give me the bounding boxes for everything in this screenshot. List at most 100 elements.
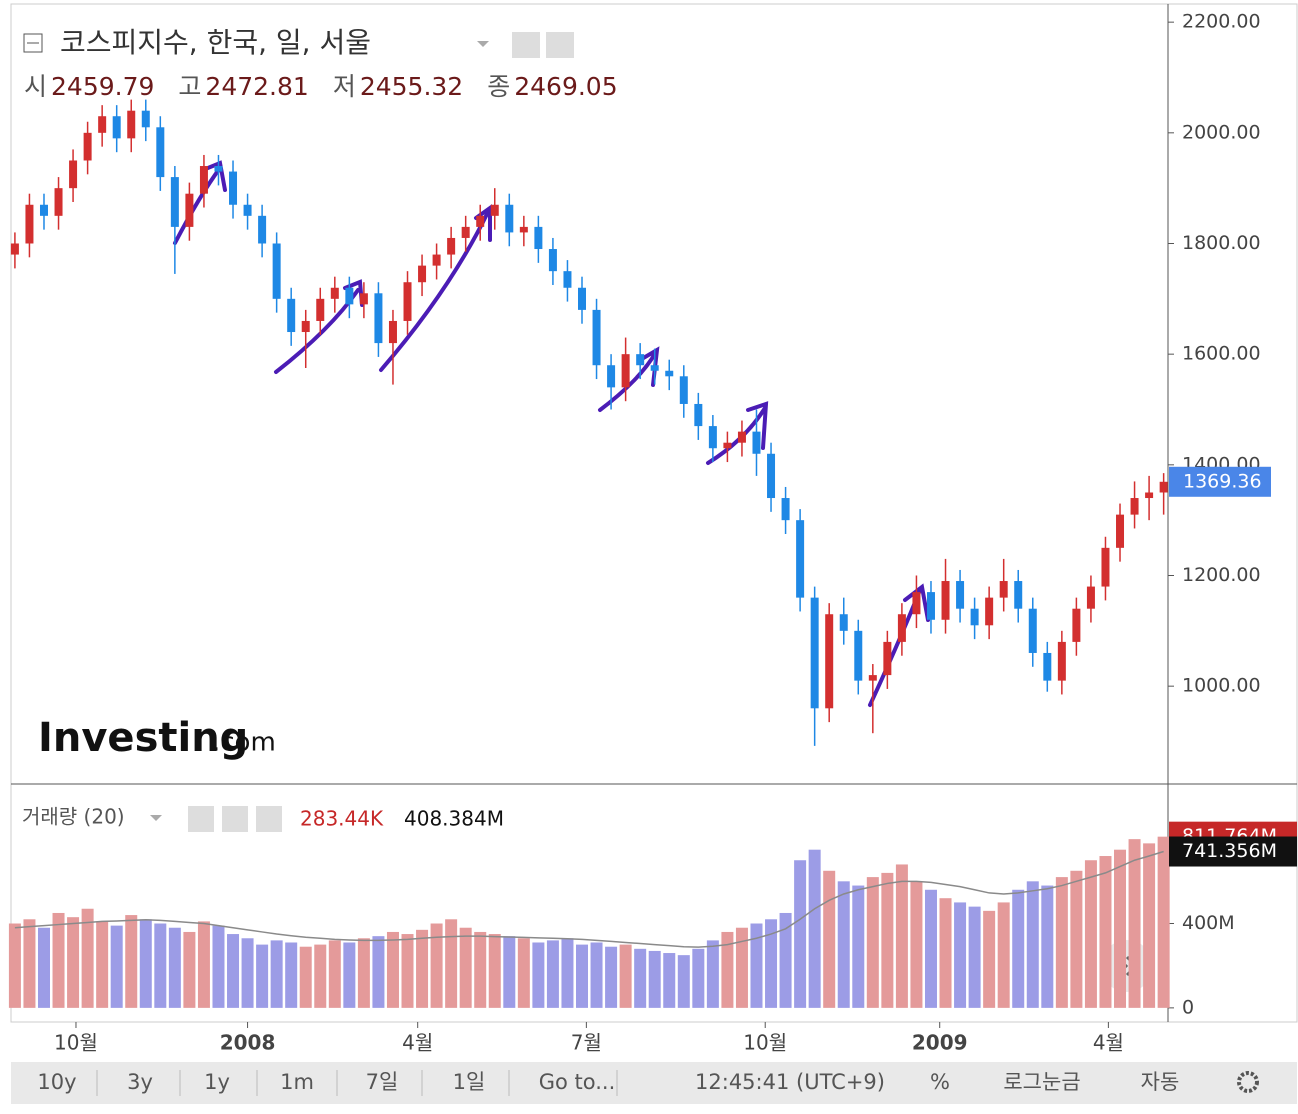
toolbar-button[interactable]: 1y: [204, 1070, 230, 1094]
eye-button[interactable]: [512, 32, 540, 58]
volume-bar: [227, 934, 240, 1008]
volume-bar: [416, 929, 429, 1008]
candle-body: [737, 431, 746, 443]
candle-body: [665, 370, 674, 377]
candle-body: [1072, 608, 1081, 642]
candle-body: [359, 293, 368, 305]
volume-bar: [721, 931, 734, 1008]
volume-bar: [881, 872, 894, 1008]
toolbar-button[interactable]: 1일: [453, 1070, 486, 1094]
volume-bar: [328, 940, 341, 1008]
x-tick-label: 4월: [1093, 1031, 1124, 1055]
toolbar-toggle[interactable]: 자동: [1141, 1070, 1180, 1094]
candle-body: [810, 597, 819, 709]
volume-bar: [1070, 870, 1083, 1008]
volume-bar: [445, 919, 458, 1008]
candle-body: [578, 287, 587, 310]
volume-bar: [241, 938, 254, 1008]
volume-bar: [1084, 860, 1097, 1008]
candle-body: [1086, 586, 1095, 609]
candle-body: [767, 453, 776, 499]
candle-body: [1145, 492, 1154, 499]
toolbar-button[interactable]: 7일: [366, 1070, 399, 1094]
candle-body: [388, 320, 397, 344]
volume-bar: [968, 906, 981, 1008]
candle-body: [330, 287, 339, 299]
x-tick-label: 10월: [54, 1031, 98, 1055]
volume-bar: [939, 898, 952, 1008]
close-button[interactable]: [256, 806, 282, 832]
candle-body: [796, 520, 805, 598]
candle-body: [258, 215, 267, 244]
candle-body: [10, 243, 19, 255]
gear-button[interactable]: [222, 806, 248, 832]
volume-bar: [910, 881, 923, 1008]
eye-button[interactable]: [188, 806, 214, 832]
volume-bar: [1143, 843, 1156, 1008]
candle-body: [868, 675, 877, 681]
candle-body: [25, 204, 34, 244]
toolbar-button[interactable]: 3y: [127, 1070, 153, 1094]
candle-body: [636, 354, 645, 366]
dropdown[interactable]: [477, 41, 489, 47]
candle-body: [1101, 547, 1110, 587]
dropdown[interactable]: [150, 815, 162, 821]
volume-bar: [459, 927, 472, 1008]
candle-body: [897, 614, 906, 642]
candle-body: [229, 171, 238, 205]
ohlc-value: 2455.32: [360, 72, 463, 101]
candle-body: [563, 271, 572, 288]
candle-body: [839, 614, 848, 631]
volume-bar: [532, 942, 545, 1008]
volume-bar: [430, 923, 443, 1008]
ohlc-label: 고: [178, 72, 201, 101]
candle-body: [1116, 514, 1125, 548]
settings-button[interactable]: [1237, 1071, 1259, 1093]
candle-body: [69, 160, 78, 189]
gear-button[interactable]: [546, 32, 574, 58]
candle-body: [476, 215, 485, 227]
collapse-icon[interactable]: [23, 33, 43, 53]
candle-body: [679, 376, 688, 404]
volume-bar: [8, 923, 21, 1008]
volume-bar: [110, 925, 123, 1008]
volume-tag-label: 741.356M: [1182, 840, 1277, 862]
candle-body: [141, 110, 150, 128]
toolbar-button[interactable]: 10y: [37, 1070, 76, 1094]
price-tag: [1169, 466, 1271, 497]
toolbar: [11, 1062, 1297, 1104]
candle-body: [1159, 481, 1168, 493]
volume-bar: [1026, 881, 1039, 1008]
volume-tag: [1169, 836, 1297, 867]
volume-bar: [605, 946, 618, 1008]
volume-bar: [517, 938, 530, 1008]
volume-bar: [67, 917, 80, 1008]
toolbar-toggle[interactable]: %: [930, 1070, 950, 1094]
volume-bar: [270, 940, 283, 1008]
volume-bar: [197, 921, 210, 1008]
candle-body: [985, 597, 994, 626]
candle-body: [592, 309, 601, 366]
x-tick-label: 7월: [571, 1031, 602, 1055]
volume-bar: [81, 908, 94, 1008]
y-tick-label: 1800.00: [1182, 232, 1261, 254]
x-tick-label: 2009: [912, 1031, 968, 1055]
volume-bar: [1041, 885, 1054, 1008]
toolbar-toggle[interactable]: 로그눈금: [1003, 1070, 1080, 1094]
y-tick-label: 1600.00: [1182, 343, 1261, 365]
volume-bar: [983, 910, 996, 1008]
candle-body: [432, 254, 441, 266]
volume-bar: [154, 923, 167, 1008]
toolbar-button[interactable]: Go to...: [539, 1070, 616, 1094]
candle-body: [548, 249, 557, 272]
volume-value: 283.44K: [300, 807, 384, 831]
candle-body: [418, 265, 427, 283]
candle-body: [970, 608, 979, 626]
toolbar-button[interactable]: 1m: [280, 1070, 314, 1094]
volume-bar: [895, 864, 908, 1008]
volume-bar: [372, 936, 385, 1008]
volume-bar: [256, 944, 269, 1008]
ohlc-label: 시: [24, 72, 47, 101]
volume-bar: [96, 921, 109, 1008]
candle-body: [941, 581, 950, 620]
